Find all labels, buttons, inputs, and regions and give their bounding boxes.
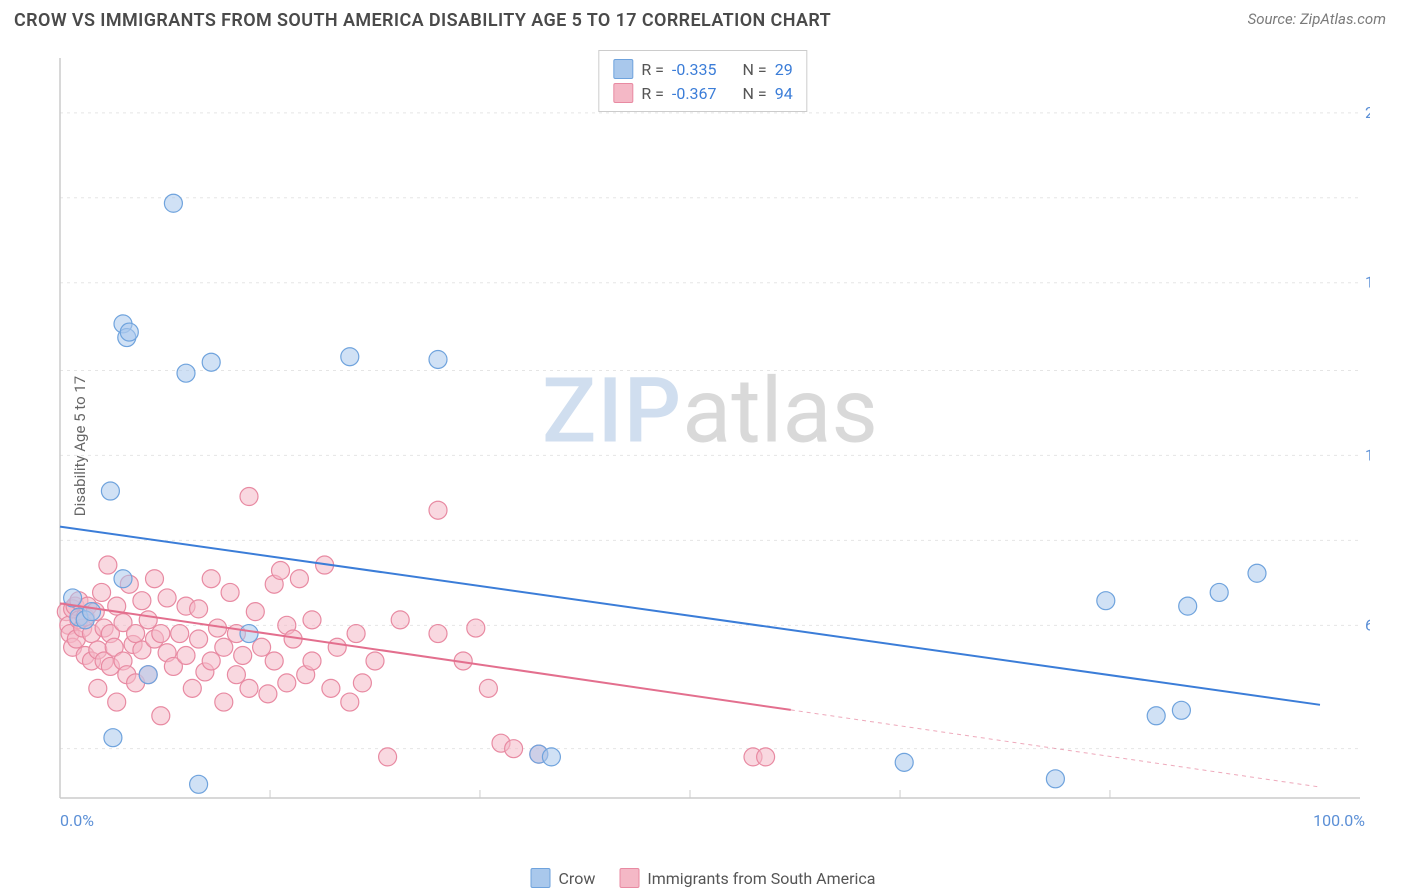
chart-header: CROW VS IMMIGRANTS FROM SOUTH AMERICA DI… (0, 0, 1406, 37)
legend-swatch-immigrants (619, 868, 639, 888)
bottom-legend: Crow Immigrants from South America (531, 868, 876, 888)
swatch-immigrants (613, 83, 633, 103)
legend-label-crow: Crow (559, 869, 596, 888)
legend-swatch-crow (531, 868, 551, 888)
n-value-immigrants: 94 (775, 84, 793, 103)
svg-text:18.8%: 18.8% (1365, 273, 1370, 292)
svg-text:25.0%: 25.0% (1365, 103, 1370, 122)
svg-text:6.3%: 6.3% (1365, 615, 1370, 634)
chart-plot-area: 6.3%12.5%18.8%25.0%0.0%100.0% ZIPatlas (50, 48, 1370, 838)
swatch-crow (613, 59, 633, 79)
stats-row-immigrants: R = -0.367 N = 94 (613, 81, 792, 105)
svg-text:12.5%: 12.5% (1365, 445, 1370, 464)
r-value-immigrants: -0.367 (672, 84, 717, 103)
chart-source: Source: ZipAtlas.com (1248, 10, 1386, 28)
legend-label-immigrants: Immigrants from South America (647, 869, 875, 888)
svg-text:0.0%: 0.0% (60, 811, 94, 830)
svg-text:100.0%: 100.0% (1313, 811, 1365, 830)
r-value-crow: -0.335 (672, 60, 717, 79)
scatter-svg: 6.3% 12.5% 18.8% 25.0% 0.0% 100.0% (50, 48, 1370, 838)
chart-title: CROW VS IMMIGRANTS FROM SOUTH AMERICA DI… (14, 10, 831, 31)
stats-legend-box: R = -0.335 N = 29 R = -0.367 N = 94 (598, 50, 807, 112)
stats-row-crow: R = -0.335 N = 29 (613, 57, 792, 81)
legend-item-immigrants: Immigrants from South America (619, 868, 875, 888)
legend-item-crow: Crow (531, 868, 596, 888)
n-value-crow: 29 (775, 60, 793, 79)
